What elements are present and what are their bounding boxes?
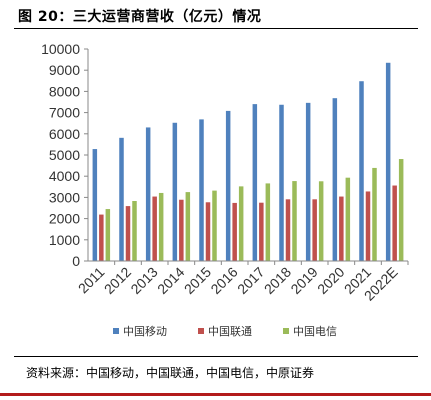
bar-2017-series-2 [265,183,271,261]
bar-2020-series-1 [339,196,344,261]
revenue-chart: 0 1000 2000 3000 4000 5000 6000 7000 8000 9000 100… [0,30,431,354]
bar-2020-series-0 [332,98,338,262]
legend-label: 中国联通 [208,325,252,338]
x-tick-label: 2014 [154,264,187,297]
bar-2017-series-1 [259,202,264,261]
x-axis: 2011201220132014201520162017201820192020… [75,260,409,304]
legend-label: 中国电信 [293,325,337,338]
bar-2018-series-0 [279,104,284,261]
y-tick-label: 6000 [49,126,80,142]
bar-2012-series-2 [132,201,137,261]
y-tick-label: 8000 [49,83,80,99]
y-tick-label: 4000 [49,168,80,184]
y-tick-label: 10000 [41,41,80,57]
bar-2018-series-1 [285,199,291,261]
figure-title: 图 20：三大运营商营收（亿元）情况 [18,9,262,25]
source-note: 资料来源：中国移动，中国联通，中国电信，中原证券 [26,366,315,380]
bar-2015-series-1 [205,202,211,261]
bar-2016-series-2 [238,186,244,261]
bar-2022E-series-0 [385,62,391,261]
y-tick-label: 7000 [49,105,80,121]
bar-2022E-series-2 [398,159,404,261]
y-tick-label: 1000 [49,232,80,248]
bar-2014-series-1 [179,199,184,261]
bar-2019-series-2 [318,181,324,261]
y-tick-label: 0 [72,253,80,269]
bar-2022E-series-1 [392,185,397,261]
bar-2019-series-1 [312,199,317,261]
x-tick-label: 2020 [314,264,347,297]
bar-2016-series-1 [232,202,237,261]
legend: 中国移动 中国联通 中国电信 [113,325,337,338]
legend-label: 中国移动 [123,325,167,338]
y-tick-label: 9000 [49,62,80,78]
y-tick-label: 2000 [49,211,80,227]
title-divider [14,28,418,29]
bar-2013-series-1 [152,196,157,261]
bar-2013-series-2 [158,192,164,261]
source-divider [14,356,418,357]
bar-2016-series-0 [225,110,231,262]
x-tick-label: 2013 [127,264,160,297]
bar-2021-series-0 [359,81,364,261]
bar-2014-series-0 [172,122,178,261]
bar-2021-series-2 [372,167,377,261]
bar-2021-series-1 [365,191,371,261]
bar-2015-series-0 [199,119,204,261]
bar-2011-series-0 [92,149,98,261]
y-tick-label: 3000 [49,189,80,205]
bar-2012-series-0 [119,137,124,261]
x-tick-label: 2012 [101,264,134,297]
bar-2015-series-2 [212,190,217,261]
legend-swatch [113,328,119,334]
bar-2011-series-2 [105,209,111,261]
x-tick-label: 2016 [207,264,240,297]
x-tick-label: 2017 [234,264,267,297]
bar-2020-series-2 [345,177,351,261]
x-tick-label: 2015 [181,264,214,297]
bar-2019-series-0 [305,102,311,262]
legend-swatch [283,328,289,334]
x-tick-label: 2018 [261,264,294,297]
bar-2017-series-0 [252,104,258,262]
bar-chart-svg: 0 1000 2000 3000 4000 5000 6000 7000 8000 9000 100… [41,41,409,338]
bar-2018-series-2 [292,181,297,261]
bar-2013-series-0 [145,127,151,261]
x-tick-label: 2019 [287,264,320,297]
footer-accent-bar [0,393,431,396]
y-tick-label: 5000 [49,147,80,163]
bar-series [92,62,404,262]
legend-swatch [198,328,204,334]
y-axis: 0 1000 2000 3000 4000 5000 6000 7000 8000 9000 100… [41,41,89,269]
bar-2012-series-1 [125,206,131,261]
bar-2014-series-2 [185,192,191,261]
bar-2011-series-1 [99,214,104,261]
